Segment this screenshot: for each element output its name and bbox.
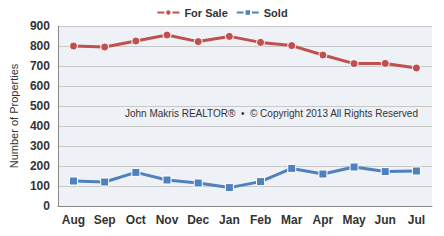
svg-text:For Sale: For Sale [184,7,227,19]
svg-text:400: 400 [30,119,50,133]
svg-text:Jun: Jun [375,213,396,227]
svg-text:Oct: Oct [126,213,146,227]
svg-text:Dec: Dec [187,213,209,227]
svg-text:Apr: Apr [313,213,334,227]
svg-text:John Makris REALTOR® • © Cop: John Makris REALTOR® • © Copyright 2013 … [125,108,418,119]
svg-text:Jan: Jan [219,213,240,227]
svg-text:500: 500 [30,99,50,113]
svg-text:700: 700 [30,59,50,73]
svg-text:Jul: Jul [408,213,425,227]
svg-text:Aug: Aug [62,213,85,227]
svg-text:100: 100 [30,179,50,193]
svg-text:Sep: Sep [94,213,116,227]
svg-text:200: 200 [30,159,50,173]
svg-text:300: 300 [30,139,50,153]
svg-text:900: 900 [30,19,50,33]
svg-text:Number of Properties: Number of Properties [8,63,20,168]
svg-text:0: 0 [43,199,50,213]
svg-text:May: May [342,213,366,227]
svg-text:600: 600 [30,79,50,93]
svg-text:Sold: Sold [264,7,288,19]
svg-text:Nov: Nov [156,213,179,227]
svg-text:800: 800 [30,39,50,53]
svg-text:Feb: Feb [250,213,271,227]
svg-text:Mar: Mar [281,213,303,227]
